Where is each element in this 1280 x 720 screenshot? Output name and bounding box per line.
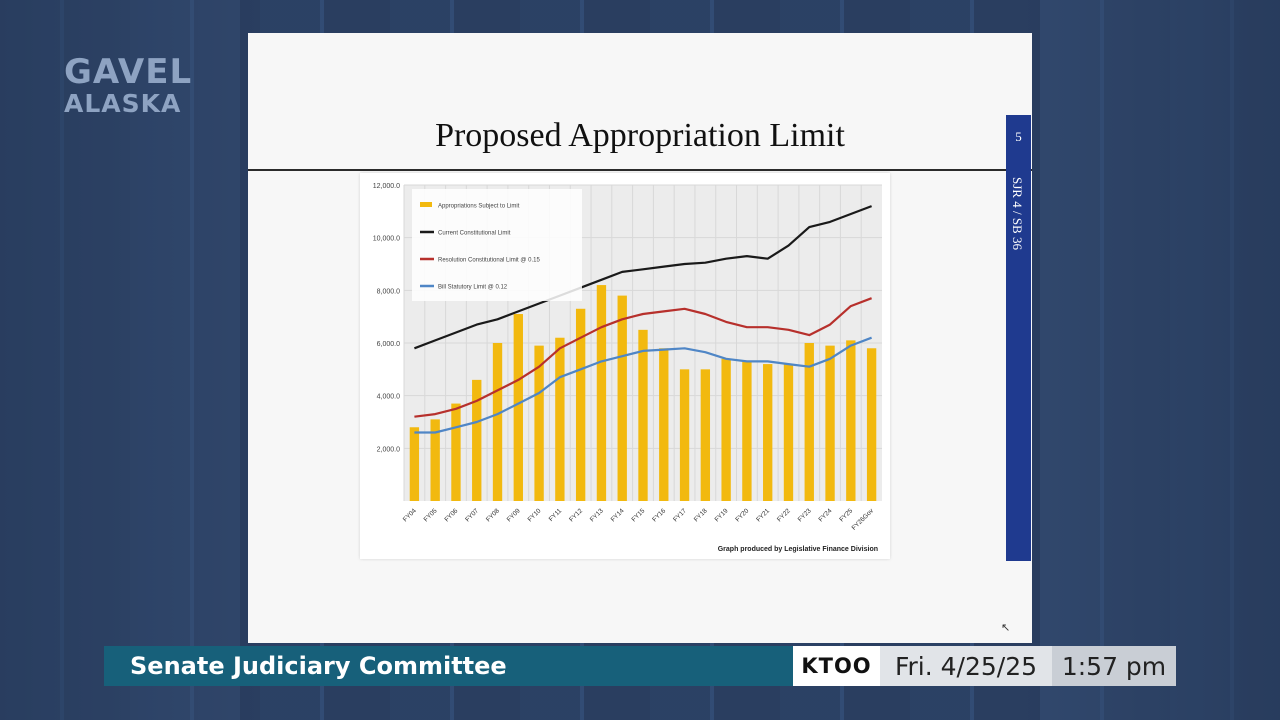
y-tick-label: 4,000.0 xyxy=(377,394,400,401)
legend-entry: Bill Statutory Limit @ 0.12 xyxy=(438,285,508,291)
program-title: Senate Judiciary Committee xyxy=(130,652,507,680)
line-bill-statutory-limit xyxy=(414,336,872,434)
bar-appropriations xyxy=(492,343,503,501)
bar-appropriations xyxy=(409,427,420,501)
bill-reference: SJR 4 / SB 36 xyxy=(1010,177,1025,250)
bar-appropriations xyxy=(866,348,877,501)
y-tick-label: 2,000.0 xyxy=(377,446,400,453)
x-tick-label: FY23 xyxy=(797,507,813,523)
bar-appropriations xyxy=(534,345,544,501)
legend-swatch xyxy=(420,202,432,207)
x-tick-label: FY18 xyxy=(693,507,709,523)
x-tick-label: FY09 xyxy=(506,507,522,523)
legend-entry: Current Constitutional Limit xyxy=(438,231,511,237)
bar-appropriations xyxy=(679,369,690,501)
bar-appropriations xyxy=(783,364,794,501)
legend-box xyxy=(412,189,582,301)
station-badge: KTOO xyxy=(793,646,880,686)
mouse-cursor-icon: ↖ xyxy=(1001,622,1011,634)
title-divider xyxy=(248,169,1032,171)
x-tick-label: FY17 xyxy=(672,507,688,523)
x-tick-label: FY15 xyxy=(630,507,646,523)
slide-title: Proposed Appropriation Limit xyxy=(435,117,845,154)
bar-appropriations xyxy=(513,314,523,501)
x-tick-label: FY07 xyxy=(464,507,480,523)
legend-entry: Resolution Constitutional Limit @ 0.15 xyxy=(438,258,540,264)
bar-appropriations xyxy=(451,403,461,501)
x-tick-label: FY25 xyxy=(838,507,854,523)
x-tick-label: FY14 xyxy=(610,507,626,523)
bar-appropriations xyxy=(846,340,856,501)
broadcast-time: 1:57 pm xyxy=(1061,652,1167,681)
bar-appropriations xyxy=(721,358,731,501)
bar-appropriations xyxy=(430,419,440,501)
x-tick-label: FY11 xyxy=(548,507,564,523)
x-tick-label: FY04 xyxy=(402,507,418,523)
x-tick-label: FY26Gov xyxy=(851,507,876,532)
x-tick-label: FY16 xyxy=(651,507,667,523)
bar-appropriations xyxy=(575,308,586,501)
chart-credit: Graph produced by Legislative Finance Di… xyxy=(718,546,878,553)
background-left-facade xyxy=(0,0,240,720)
x-tick-label: FY20 xyxy=(734,507,750,523)
background-right-facade xyxy=(1040,0,1280,720)
slide-side-tab: 5 SJR 4 / SB 36 xyxy=(1006,115,1031,561)
lower-third-program: Senate Judiciary Committee xyxy=(104,646,793,686)
x-tick-label: FY13 xyxy=(589,507,605,523)
bar-appropriations xyxy=(472,379,482,501)
x-tick-label: FY22 xyxy=(776,507,792,523)
broadcast-time-box: 1:57 pm xyxy=(1052,646,1176,686)
bar-appropriations xyxy=(555,337,565,501)
appropriation-chart: 2,000.0 4,000.0 6,000.0 8,000.0 10,000.0 12,0… xyxy=(373,183,882,553)
x-tick-label: FY06 xyxy=(443,507,459,523)
bar-appropriations xyxy=(700,369,711,501)
y-tick-label: 6,000.0 xyxy=(377,341,400,348)
bar-appropriations xyxy=(742,361,752,501)
x-tick-label: FY05 xyxy=(423,507,439,523)
bar-appropriations xyxy=(617,295,627,501)
bar-appropriations xyxy=(638,329,648,501)
chart-container: 2,000.0 4,000.0 6,000.0 8,000.0 10,000.0 12,0… xyxy=(360,173,890,559)
x-tick-label: FY12 xyxy=(568,507,584,523)
station-name: KTOO xyxy=(801,654,872,678)
bar-appropriations xyxy=(659,348,669,501)
broadcast-date: Fri. 4/25/25 xyxy=(894,652,1038,681)
logo-line1: GAVEL xyxy=(64,52,193,92)
bar-appropriations xyxy=(763,364,773,501)
y-tick-label: 12,000.0 xyxy=(373,183,400,190)
logo-line2: ALASKA xyxy=(64,89,182,118)
bar-appropriations xyxy=(825,345,835,501)
y-tick-label: 10,000.0 xyxy=(373,236,400,243)
page-number: 5 xyxy=(1015,129,1022,144)
x-tick-label: FY10 xyxy=(527,507,543,523)
bar-appropriations xyxy=(596,285,607,501)
x-tick-label: FY24 xyxy=(818,507,834,523)
line-current-constitutional-limit xyxy=(414,205,872,350)
broadcast-date-box: Fri. 4/25/25 xyxy=(880,646,1052,686)
line-resolution-constitutional-limit xyxy=(414,297,872,418)
y-tick-label: 8,000.0 xyxy=(377,288,400,295)
x-tick-label: FY08 xyxy=(485,507,501,523)
gavel-alaska-logo: GAVEL ALASKA xyxy=(64,55,192,116)
x-tick-label: FY21 xyxy=(755,507,771,523)
presentation-slide: Proposed Appropriation Limit 2,000.0 4,00… xyxy=(248,33,1032,643)
x-tick-label: FY19 xyxy=(714,507,730,523)
bar-appropriations xyxy=(804,343,814,501)
legend-entry: Appropriations Subject to Limit xyxy=(438,204,520,210)
